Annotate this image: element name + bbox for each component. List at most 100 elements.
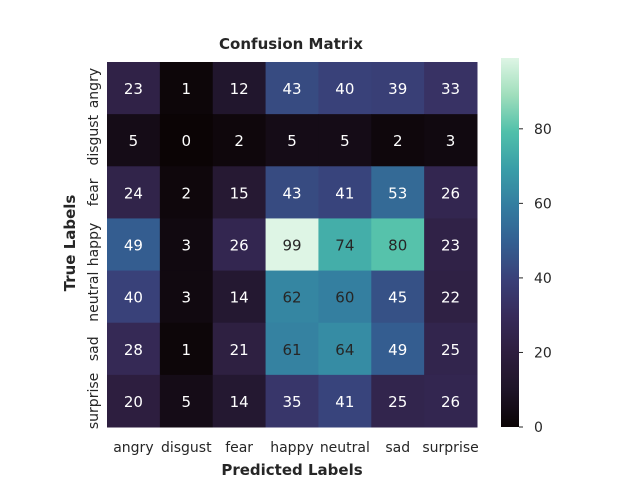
cell-value-label: 5 <box>182 393 192 411</box>
cell-value-label: 1 <box>182 80 192 98</box>
y-tick-labels: angry disgust fear happy neutral sad surprise <box>86 68 102 429</box>
heatmap-cell <box>159 374 214 428</box>
cell-value-label: 5 <box>340 132 350 150</box>
heatmap-cell <box>318 374 372 428</box>
heatmap-cell <box>265 166 319 219</box>
cell-value-label: 23 <box>124 80 143 98</box>
heatmap-cell <box>371 62 425 115</box>
colorbar-tick-label: 0 <box>534 420 543 436</box>
heatmap-cell <box>371 166 425 219</box>
y-tick-label: happy <box>86 223 102 267</box>
heatmap-cell <box>424 114 478 167</box>
x-tick-label: sad <box>385 440 410 456</box>
heatmap-cell <box>265 218 319 272</box>
heatmap-cell <box>159 270 214 324</box>
heatmap-cell <box>107 374 161 428</box>
cell-value-label: 14 <box>230 393 249 411</box>
cell-value-label: 53 <box>388 184 407 202</box>
heatmap-cell <box>424 374 478 428</box>
colorbar-tick-label: 40 <box>534 271 552 287</box>
cell-value-label: 28 <box>124 341 143 359</box>
cell-value-label: 23 <box>441 237 460 255</box>
cell-value-label: 74 <box>335 237 354 255</box>
x-tick-label: neutral <box>320 440 370 456</box>
heatmap-cell <box>107 62 161 115</box>
cell-value-label: 5 <box>287 132 297 150</box>
heatmap-cell <box>424 166 478 219</box>
heatmap-cell <box>212 374 267 428</box>
heatmap-cell <box>159 114 214 167</box>
x-tick-labels: angry disgust fear happy neutral sad surprise <box>113 440 479 456</box>
heatmap-cell <box>265 374 319 428</box>
cell-value-label: 14 <box>230 289 249 307</box>
heatmap-cell <box>318 270 372 324</box>
x-tick-label: fear <box>225 440 253 456</box>
cell-value-label: 25 <box>388 393 407 411</box>
heatmap-cell <box>318 218 372 272</box>
cell-value-label: 3 <box>182 289 192 307</box>
cell-value-label: 43 <box>282 184 301 202</box>
cell-value-label: 0 <box>182 132 192 150</box>
cell-value-label: 2 <box>234 132 244 150</box>
cell-value-label: 3 <box>182 237 192 255</box>
cell-value-label: 49 <box>388 341 407 359</box>
cell-value-label: 3 <box>446 132 456 150</box>
cell-value-label: 26 <box>441 184 460 202</box>
cell-value-label: 80 <box>388 237 407 255</box>
x-tick-label: surprise <box>422 440 478 456</box>
cell-value-label: 24 <box>124 184 143 202</box>
x-tick-label: disgust <box>161 440 212 456</box>
heatmap-cell <box>424 270 478 324</box>
heatmap-cell <box>424 322 478 376</box>
cell-value-label: 25 <box>441 341 460 359</box>
cell-value-label: 1 <box>182 341 192 359</box>
heatmap-cell <box>265 270 319 324</box>
heatmap-cell <box>371 322 425 376</box>
y-axis-label: True Labels <box>61 195 79 292</box>
heatmap-cell <box>318 166 372 219</box>
cell-value-label: 22 <box>441 289 460 307</box>
y-tick-label: surprise <box>86 373 102 429</box>
y-tick-label: disgust <box>86 114 102 165</box>
cell-value-label: 39 <box>388 80 407 98</box>
heatmap-cell <box>371 374 425 428</box>
y-tick-label: fear <box>86 178 102 206</box>
x-tick-label: happy <box>270 440 314 456</box>
cell-value-label: 2 <box>393 132 403 150</box>
heatmap-cell <box>318 322 372 376</box>
heatmap-cell <box>265 114 319 167</box>
colorbar: 0 20 40 60 80 <box>501 58 552 436</box>
heatmap-cell <box>212 218 267 272</box>
colorbar-gradient <box>501 58 519 427</box>
heatmap-cell <box>424 62 478 115</box>
colorbar-tick-label: 20 <box>534 345 552 361</box>
x-tick-label: angry <box>113 440 153 456</box>
cell-value-label: 49 <box>124 237 143 255</box>
heatmap-cell <box>107 114 161 167</box>
heatmap-cell <box>212 166 267 219</box>
cell-value-label: 61 <box>282 341 301 359</box>
cell-value-label: 40 <box>124 289 143 307</box>
heatmap-cell <box>371 218 425 272</box>
heatmap-cell <box>318 62 372 115</box>
heatmap-cell <box>212 114 267 167</box>
cell-value-label: 26 <box>441 393 460 411</box>
heatmap-cell <box>159 322 214 376</box>
heatmap-cell <box>107 166 161 219</box>
y-tick-label: sad <box>86 336 102 361</box>
y-tick-label: angry <box>86 68 102 108</box>
cell-value-label: 45 <box>388 289 407 307</box>
cell-value-label: 35 <box>282 393 301 411</box>
heatmap-cell <box>159 62 214 115</box>
cell-value-label: 64 <box>335 341 354 359</box>
cell-value-label: 33 <box>441 80 460 98</box>
x-axis-label: Predicted Labels <box>221 461 362 479</box>
cell-value-label: 26 <box>230 237 249 255</box>
cell-value-label: 40 <box>335 80 354 98</box>
cell-value-label: 2 <box>182 184 192 202</box>
heatmap-cell <box>212 322 267 376</box>
heatmap-cell <box>265 62 319 115</box>
heatmap-cell <box>159 166 214 219</box>
